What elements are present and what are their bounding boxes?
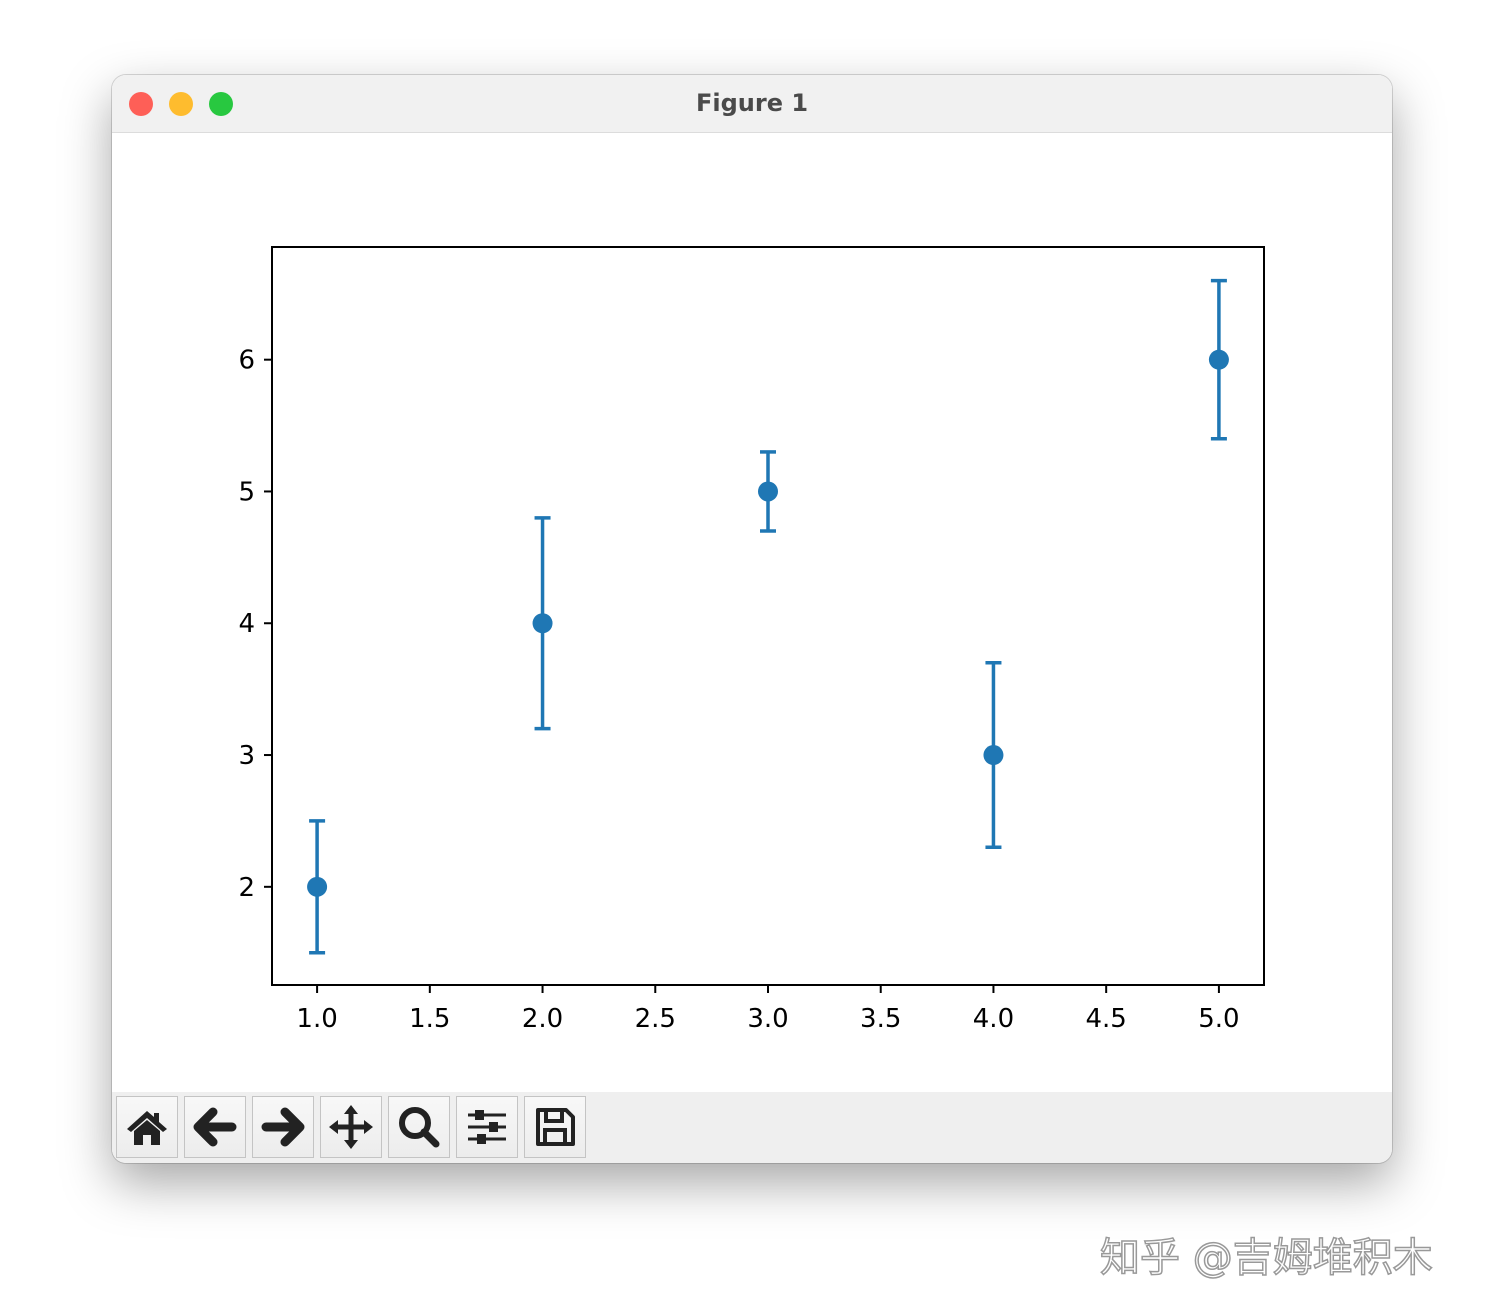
minimize-button[interactable] (169, 92, 193, 116)
title-bar: Figure 1 (112, 75, 1392, 133)
plot-frame (271, 246, 1265, 986)
y-tick-label: 6 (238, 346, 255, 376)
x-tick-label: 2.5 (635, 1004, 676, 1034)
watermark: 知乎 @吉姆堆积木 (1099, 1234, 1433, 1282)
x-tick-label: 2.0 (522, 1004, 563, 1034)
forward-button[interactable] (252, 1096, 314, 1158)
configure-subplots-button[interactable] (456, 1096, 518, 1158)
zoom-button[interactable] (388, 1096, 450, 1158)
save-floppy-icon (536, 1108, 575, 1146)
y-tick-label: 3 (238, 741, 255, 771)
subplots-sliders-icon (468, 1110, 506, 1144)
forward-arrow-icon (261, 1107, 305, 1147)
errorbar-point (532, 516, 553, 731)
save-button[interactable] (524, 1096, 586, 1158)
figure-window: Figure 1 (112, 75, 1392, 1163)
errorbar-point (758, 450, 778, 533)
pan-move-icon (329, 1105, 373, 1149)
back-button[interactable] (184, 1096, 246, 1158)
x-tick-label: 1.5 (409, 1004, 450, 1034)
window-title: Figure 1 (695, 89, 809, 117)
errorbar-point (1208, 278, 1229, 441)
pan-button[interactable] (320, 1096, 382, 1158)
x-tick-label: 5.0 (1198, 1004, 1239, 1034)
data-point (307, 876, 328, 897)
data-point (758, 481, 778, 502)
y-tick-label: 4 (238, 609, 255, 639)
home-icon (127, 1111, 167, 1145)
maximize-button[interactable] (209, 92, 233, 116)
y-tick-label: 2 (238, 873, 255, 903)
x-tick-label: 4.0 (973, 1004, 1014, 1034)
x-tick-label: 4.5 (1086, 1004, 1127, 1034)
x-tick-label: 1.0 (296, 1004, 337, 1034)
zoom-magnifier-icon (399, 1107, 440, 1148)
x-tick-label: 3.0 (747, 1004, 788, 1034)
y-tick-label: 5 (238, 477, 255, 507)
errorbar-point (983, 661, 1004, 850)
errorbar-point (307, 819, 328, 955)
close-button[interactable] (129, 92, 153, 116)
navigation-toolbar (112, 1092, 1392, 1163)
home-button[interactable] (116, 1096, 178, 1158)
data-point (532, 613, 553, 634)
x-tick-label: 3.5 (860, 1004, 901, 1034)
data-point (1208, 349, 1229, 370)
data-point (983, 745, 1004, 766)
back-arrow-icon (193, 1107, 237, 1147)
